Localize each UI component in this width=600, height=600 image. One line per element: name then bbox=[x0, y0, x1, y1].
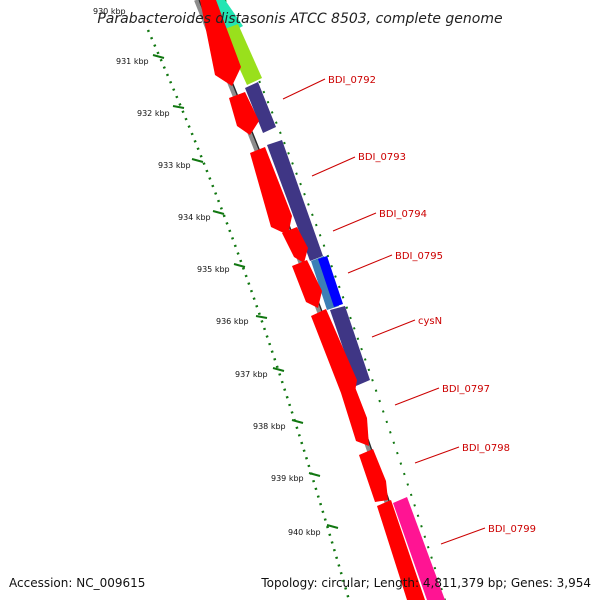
gene-label-bdi-0798[interactable]: BDI_0798 bbox=[462, 443, 510, 454]
kbp-label: 938 kbp bbox=[253, 422, 286, 431]
ruler-tick bbox=[308, 472, 321, 477]
ruler-track bbox=[146, 29, 351, 600]
kbp-label: 937 kbp bbox=[235, 370, 268, 379]
cds-arrow[interactable] bbox=[250, 147, 292, 235]
kbp-label: 936 kbp bbox=[216, 317, 249, 326]
callout-line bbox=[414, 446, 460, 464]
ruler-tick bbox=[172, 105, 185, 109]
kbp-label: 932 kbp bbox=[137, 109, 170, 118]
kbp-label: 935 kbp bbox=[197, 265, 230, 274]
cog-feature[interactable] bbox=[245, 82, 276, 133]
cds-features bbox=[200, 0, 425, 600]
gene-callouts bbox=[282, 78, 486, 545]
callout-line bbox=[394, 387, 440, 406]
kbp-label: 933 kbp bbox=[158, 161, 191, 170]
cds-arrow[interactable] bbox=[341, 387, 369, 446]
callout-line bbox=[311, 156, 356, 177]
cds-arrow[interactable] bbox=[282, 227, 308, 263]
cog-feature[interactable] bbox=[330, 306, 370, 386]
gene-label-bdi-0795[interactable]: BDI_0795 bbox=[395, 251, 443, 262]
cds-arrow[interactable] bbox=[229, 92, 259, 135]
gene-label-bdi-0799[interactable]: BDI_0799 bbox=[488, 524, 536, 535]
ruler-tick bbox=[255, 315, 268, 319]
accession-text: Accession: NC_009615 bbox=[9, 576, 145, 590]
callout-line bbox=[332, 212, 377, 232]
ruler-tick bbox=[272, 367, 285, 372]
gene-label-bdi-0792[interactable]: BDI_0792 bbox=[328, 75, 376, 86]
cog-feature[interactable] bbox=[267, 140, 323, 261]
kbp-label: 939 kbp bbox=[271, 474, 304, 483]
gene-label-bdi-0794[interactable]: BDI_0794 bbox=[379, 209, 427, 220]
ruler-tick bbox=[212, 210, 225, 215]
cds-arrow[interactable] bbox=[359, 449, 388, 502]
kbp-label: 940 kbp bbox=[288, 528, 321, 537]
kbp-label: 934 kbp bbox=[178, 213, 211, 222]
cds-arrow[interactable] bbox=[200, 0, 241, 86]
cds-arrow[interactable] bbox=[311, 309, 357, 398]
callout-line bbox=[282, 78, 326, 100]
cog-feature[interactable] bbox=[393, 497, 445, 600]
gene-label-cysn[interactable]: cysN bbox=[418, 316, 442, 327]
callout-line bbox=[347, 254, 393, 274]
ruler-tick bbox=[191, 158, 204, 163]
genome-summary-text: Topology: circular; Length: 4,811,379 bp… bbox=[260, 576, 591, 590]
kbp-label: 931 kbp bbox=[116, 57, 149, 66]
cog-features bbox=[209, 0, 445, 600]
cog-feature[interactable] bbox=[222, 24, 262, 85]
callout-line bbox=[440, 527, 486, 545]
callout-line bbox=[371, 319, 416, 338]
map-title: Parabacteroides distasonis ATCC 8503, co… bbox=[97, 11, 502, 27]
ruler-tick bbox=[291, 419, 304, 424]
cds-arrow[interactable] bbox=[292, 260, 322, 308]
ruler-labels: 930 kbp 931 kbp 932 kbp 933 kbp 934 kbp … bbox=[93, 7, 321, 537]
ruler-tick bbox=[152, 54, 165, 59]
ruler-tick bbox=[233, 263, 246, 268]
gene-label-bdi-0793[interactable]: BDI_0793 bbox=[358, 152, 406, 163]
gene-label-bdi-0797[interactable]: BDI_0797 bbox=[442, 384, 490, 395]
ruler-tick bbox=[326, 524, 339, 529]
gene-labels: BDI_0792 BDI_0793 BDI_0794 BDI_0795 cysN… bbox=[328, 75, 536, 535]
cog-feature[interactable] bbox=[318, 256, 343, 307]
cds-arrow[interactable] bbox=[377, 500, 425, 600]
kbp-label: 930 kbp bbox=[93, 7, 126, 16]
